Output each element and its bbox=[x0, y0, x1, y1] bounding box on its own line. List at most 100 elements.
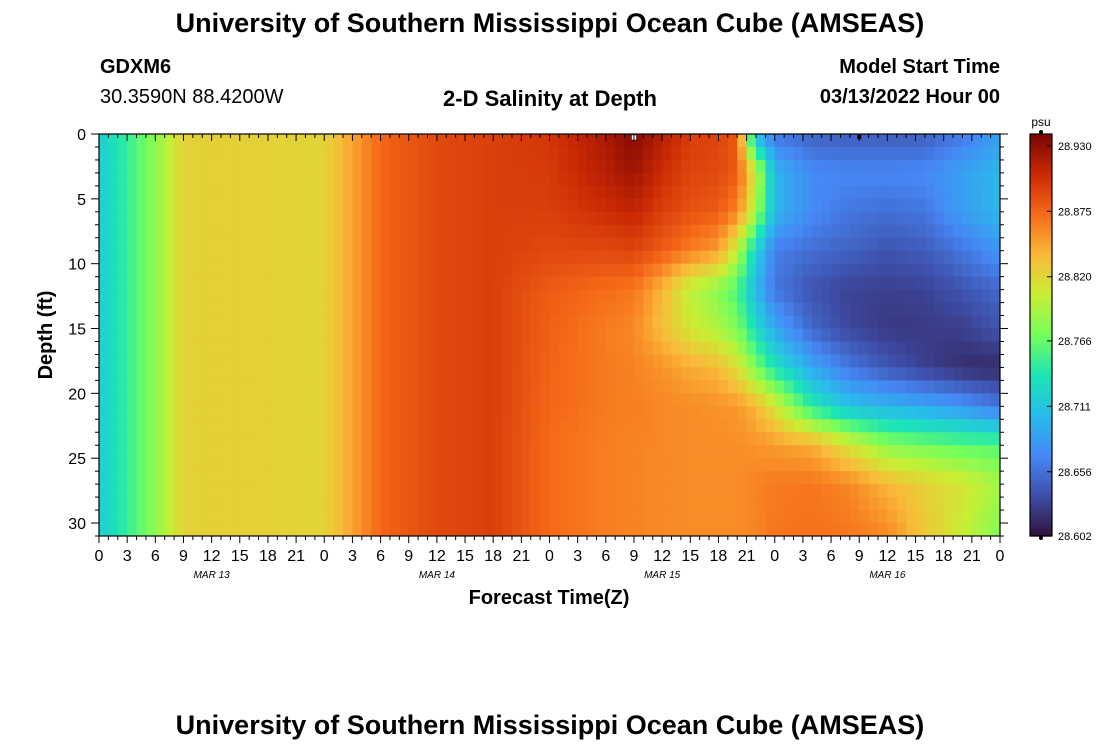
heatmap-cell bbox=[380, 432, 391, 446]
heatmap-cell bbox=[906, 471, 917, 485]
heatmap-cell bbox=[699, 289, 710, 304]
heatmap-cell bbox=[502, 419, 513, 433]
heatmap-cell bbox=[511, 393, 522, 407]
heatmap-cell bbox=[249, 289, 260, 304]
heatmap-cell bbox=[690, 315, 701, 330]
heatmap-cell bbox=[643, 224, 654, 239]
colorbar-segment bbox=[1030, 331, 1052, 336]
heatmap-cell bbox=[136, 510, 147, 524]
heatmap-cell bbox=[436, 211, 447, 226]
heatmap-cell bbox=[136, 458, 147, 472]
heatmap-cell bbox=[774, 237, 785, 252]
heatmap-cell bbox=[896, 380, 907, 394]
heatmap-cell bbox=[174, 458, 185, 472]
heatmap-cell bbox=[324, 289, 335, 304]
heatmap-cell bbox=[408, 237, 419, 252]
heatmap-cell bbox=[474, 367, 485, 381]
heatmap-cell bbox=[211, 393, 222, 407]
heatmap-cell bbox=[136, 380, 147, 394]
heatmap-cell bbox=[906, 289, 917, 304]
heatmap-cell bbox=[699, 471, 710, 485]
heatmap-cell bbox=[699, 393, 710, 407]
heatmap-cell bbox=[202, 198, 213, 213]
heatmap-cell bbox=[577, 185, 588, 200]
heatmap-cell bbox=[267, 289, 278, 304]
heatmap-cell bbox=[549, 432, 560, 446]
heatmap-cell bbox=[868, 237, 879, 252]
heatmap-cell bbox=[239, 523, 250, 536]
heatmap-cell bbox=[934, 134, 945, 148]
heatmap-cell bbox=[981, 263, 992, 278]
heatmap-cell bbox=[145, 419, 156, 433]
heatmap-cell bbox=[699, 159, 710, 174]
heatmap-cell bbox=[793, 146, 804, 161]
heatmap-cell bbox=[277, 523, 288, 536]
heatmap-cell bbox=[399, 263, 410, 278]
heatmap-cell bbox=[906, 185, 917, 200]
heatmap-cell bbox=[831, 458, 842, 472]
heatmap-cell bbox=[849, 497, 860, 511]
heatmap-cell bbox=[277, 497, 288, 511]
heatmap-cell bbox=[577, 134, 588, 148]
heatmap-cell bbox=[990, 172, 1000, 187]
heatmap-cell bbox=[418, 523, 429, 536]
heatmap-cell bbox=[727, 354, 738, 369]
heatmap-cell bbox=[568, 146, 579, 161]
heatmap-cell bbox=[596, 237, 607, 252]
heatmap-cell bbox=[221, 471, 231, 485]
heatmap-cell bbox=[596, 250, 607, 265]
heatmap-cell bbox=[643, 497, 654, 511]
heatmap-cell bbox=[605, 302, 616, 317]
heatmap-cell bbox=[906, 198, 917, 213]
heatmap-cell bbox=[906, 497, 917, 511]
heatmap-cell bbox=[511, 523, 522, 536]
heatmap-cell bbox=[277, 276, 288, 291]
heatmap-cell bbox=[164, 263, 175, 278]
heatmap-cell bbox=[333, 211, 344, 226]
heatmap-cell bbox=[784, 406, 795, 420]
heatmap-cell bbox=[671, 523, 682, 536]
colorbar-segment bbox=[1030, 465, 1052, 470]
heatmap-cell bbox=[296, 523, 307, 536]
heatmap-cell bbox=[465, 328, 476, 343]
heatmap-cell bbox=[652, 523, 663, 536]
colorbar-tick-label: 28.766 bbox=[1058, 336, 1092, 348]
heatmap-cell bbox=[662, 315, 673, 330]
heatmap-cell bbox=[258, 302, 269, 317]
heatmap-cell bbox=[943, 523, 954, 536]
heatmap-cell bbox=[371, 458, 382, 472]
heatmap-cell bbox=[802, 276, 813, 291]
heatmap-cell bbox=[164, 341, 175, 356]
colorbar-segment bbox=[1030, 485, 1052, 490]
heatmap-cell bbox=[530, 406, 541, 420]
heatmap-cell bbox=[943, 328, 954, 343]
x-tick-label: 3 bbox=[123, 548, 132, 565]
heatmap-cell bbox=[990, 289, 1000, 304]
heatmap-cell bbox=[305, 484, 316, 498]
heatmap-cell bbox=[737, 224, 748, 239]
heatmap-cell bbox=[699, 328, 710, 343]
heatmap-cell bbox=[230, 315, 241, 330]
heatmap-cell bbox=[671, 302, 682, 317]
heatmap-cell bbox=[812, 458, 823, 472]
heatmap-cell bbox=[136, 354, 147, 369]
x-tick-label: 18 bbox=[259, 548, 277, 565]
heatmap-cell bbox=[99, 471, 109, 485]
heatmap-cell bbox=[859, 237, 870, 252]
heatmap-cell bbox=[211, 445, 222, 459]
heatmap-cell bbox=[155, 354, 166, 369]
heatmap-cell bbox=[324, 484, 335, 498]
heatmap-cell bbox=[436, 471, 447, 485]
heatmap-cell bbox=[615, 471, 626, 485]
heatmap-cell bbox=[521, 484, 532, 498]
heatmap-cell bbox=[502, 224, 513, 239]
heatmap-cell bbox=[511, 328, 522, 343]
heatmap-cell bbox=[718, 510, 729, 524]
heatmap-cell bbox=[699, 432, 710, 446]
heatmap-cell bbox=[840, 419, 851, 433]
heatmap-cell bbox=[849, 224, 860, 239]
heatmap-cell bbox=[221, 523, 231, 536]
heatmap-cell bbox=[465, 263, 476, 278]
colorbar-segment bbox=[1030, 368, 1052, 373]
heatmap-cell bbox=[877, 432, 888, 446]
